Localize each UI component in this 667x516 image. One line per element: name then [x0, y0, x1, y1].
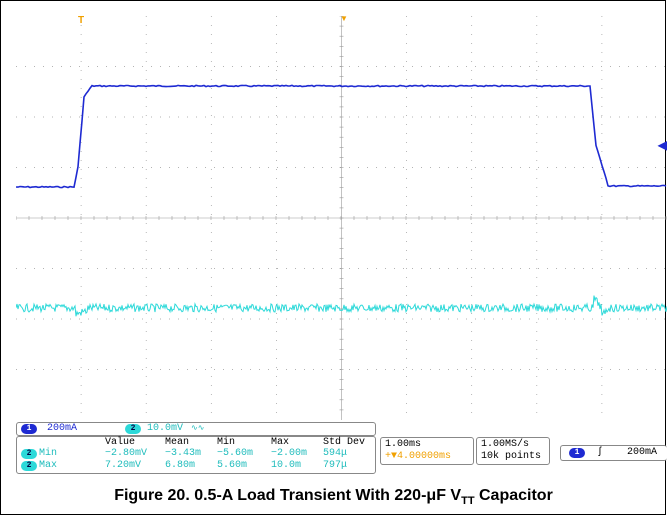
row-2-mean: 6.80m	[165, 460, 196, 471]
timebase-box[interactable]: 1.00ms +▼4.00000ms	[380, 437, 474, 465]
measurement-table[interactable]: Value Mean Min Max Std Dev 2 Min −2.80mV…	[16, 436, 376, 474]
channel-1-trace	[16, 84, 667, 189]
row-1-min: −5.60m	[217, 448, 254, 459]
record-length: 10k points	[481, 451, 542, 462]
channel-2-badge[interactable]: 2	[125, 424, 141, 434]
trigger-source-badge: 1	[569, 448, 585, 458]
timebase-scale: 1.00ms	[385, 439, 422, 450]
column-header-std-dev: Std Dev	[323, 437, 366, 448]
caption-subscript: TT	[461, 495, 475, 508]
trigger-position-readout: +▼4.00000ms	[385, 451, 452, 462]
row-1-mean: −3.43m	[165, 448, 202, 459]
trigger-time-marker-icon[interactable]: ▼	[340, 14, 348, 23]
row-2-std-dev: 797μ	[323, 460, 348, 471]
row-2-value: 7.20mV	[105, 460, 142, 471]
row-1-channel-badge: 2	[21, 449, 37, 459]
row-1-std-dev: 594μ	[323, 448, 348, 459]
channel-2-scale: 10.0mV	[147, 423, 184, 434]
scope-display	[16, 16, 667, 420]
row-1-label: Min	[39, 448, 58, 459]
channel-scale-bar[interactable]: 1 200mA 2 10.0mV ∿∿	[16, 422, 376, 436]
channel-1-badge[interactable]: 1	[21, 424, 37, 434]
trigger-level: 200mA	[627, 447, 658, 458]
caption-text: Figure 20. 0.5-A Load Transient With 220…	[114, 487, 462, 504]
column-header-min: Min	[217, 437, 236, 448]
row-2-max: 10.0m	[271, 460, 302, 471]
row-1-max: −2.00m	[271, 448, 308, 459]
channel-2-coupling: ∿∿	[191, 424, 205, 433]
acquisition-box[interactable]: 1.00MS/s 10k points	[476, 437, 550, 465]
trigger-level-icon[interactable]: ◀	[658, 138, 667, 152]
row-2-min: 5.60m	[217, 460, 248, 471]
trigger-box[interactable]: 1 ʃ 200mA	[560, 445, 667, 461]
column-header-mean: Mean	[165, 437, 190, 448]
trigger-slope-icon: ʃ	[597, 447, 604, 458]
caption-suffix: Capacitor	[474, 487, 553, 504]
row-1-value: −2.80mV	[105, 448, 148, 459]
trigger-position-icon[interactable]: T	[78, 15, 85, 26]
column-header-value: Value	[105, 437, 136, 448]
channel-1-scale: 200mA	[47, 423, 78, 434]
figure-caption: Figure 20. 0.5-A Load Transient With 220…	[0, 487, 667, 507]
waveform-plot	[16, 16, 667, 420]
sample-rate: 1.00MS/s	[481, 439, 530, 450]
column-header-max: Max	[271, 437, 290, 448]
channel-2-trace	[16, 295, 667, 317]
graticule	[16, 16, 667, 420]
row-2-label: Max	[39, 460, 58, 471]
row-2-channel-badge: 2	[21, 461, 37, 471]
